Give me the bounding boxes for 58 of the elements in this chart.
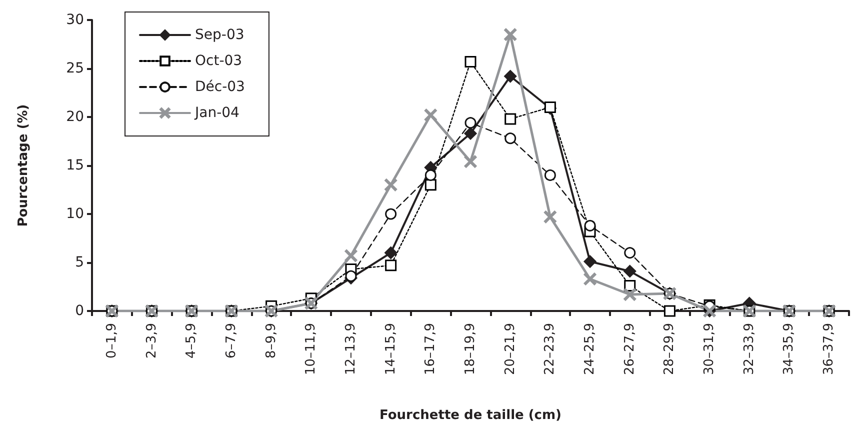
y-tick-label: 20 (66, 109, 84, 125)
x-tick-label: 24–25,9 (582, 323, 598, 375)
x-tick-label: 16–17,9 (423, 323, 438, 375)
x-axis-title: Fourchette de taille (cm) (380, 408, 562, 423)
x-tick-label: 12–13,9 (343, 323, 358, 375)
legend-label: Sep-03 (195, 27, 244, 43)
x-tick-label: 34–35,9 (782, 323, 797, 375)
legend-label: Jan-04 (194, 105, 240, 121)
point (464, 117, 476, 129)
y-tick-label: 15 (66, 158, 84, 174)
point (624, 247, 636, 259)
x-tick-label: 20–21,9 (502, 323, 518, 375)
x-tick-label: 0–1,9 (104, 323, 120, 358)
legend-label: Déc-03 (195, 79, 245, 95)
point (464, 56, 476, 68)
point (504, 132, 516, 144)
y-axis-title: Pourcentage (%) (16, 104, 31, 227)
point (384, 246, 398, 260)
point (424, 179, 436, 191)
y-tick-label: 5 (75, 254, 84, 270)
x-tick-label: 18–19,9 (463, 323, 478, 375)
x-tick-label: 10–11,9 (304, 323, 319, 375)
y-tick-label: 10 (66, 206, 84, 222)
point (584, 272, 596, 286)
y-tick-label: 0 (75, 303, 84, 319)
y-tick-label: 30 (66, 12, 84, 28)
point (385, 260, 397, 272)
x-tick-label: 32–33,9 (742, 323, 757, 375)
point (504, 70, 517, 83)
point (424, 169, 436, 181)
point (584, 255, 596, 268)
point (344, 249, 358, 262)
point (384, 178, 398, 192)
point (544, 169, 556, 181)
point (345, 270, 357, 282)
point (464, 127, 477, 140)
y-tick-label: 25 (66, 60, 84, 76)
point (504, 28, 517, 41)
point (464, 155, 477, 168)
point (424, 108, 437, 122)
x-tick-label: 28–29,9 (662, 323, 678, 375)
point (664, 305, 676, 317)
point (624, 264, 636, 278)
point (385, 208, 397, 220)
point (584, 220, 596, 232)
x-tick-label: 8–9,9 (264, 323, 279, 358)
x-tick-label: 6–7,9 (224, 323, 239, 358)
x-tick-label: 26–27,9 (622, 323, 638, 375)
x-tick-label: 30–31,9 (702, 323, 718, 375)
point (624, 288, 636, 301)
legend-label: Oct-03 (195, 53, 242, 69)
point (504, 113, 516, 125)
x-tick-label: 2–3,9 (144, 323, 160, 358)
point (544, 210, 556, 224)
x-tick-label: 36–37,9 (822, 323, 837, 375)
x-tick-label: 22–23,9 (542, 323, 558, 375)
x-tick-label: 14–15,9 (383, 323, 398, 375)
x-tick-label: 4–5,9 (184, 323, 200, 358)
